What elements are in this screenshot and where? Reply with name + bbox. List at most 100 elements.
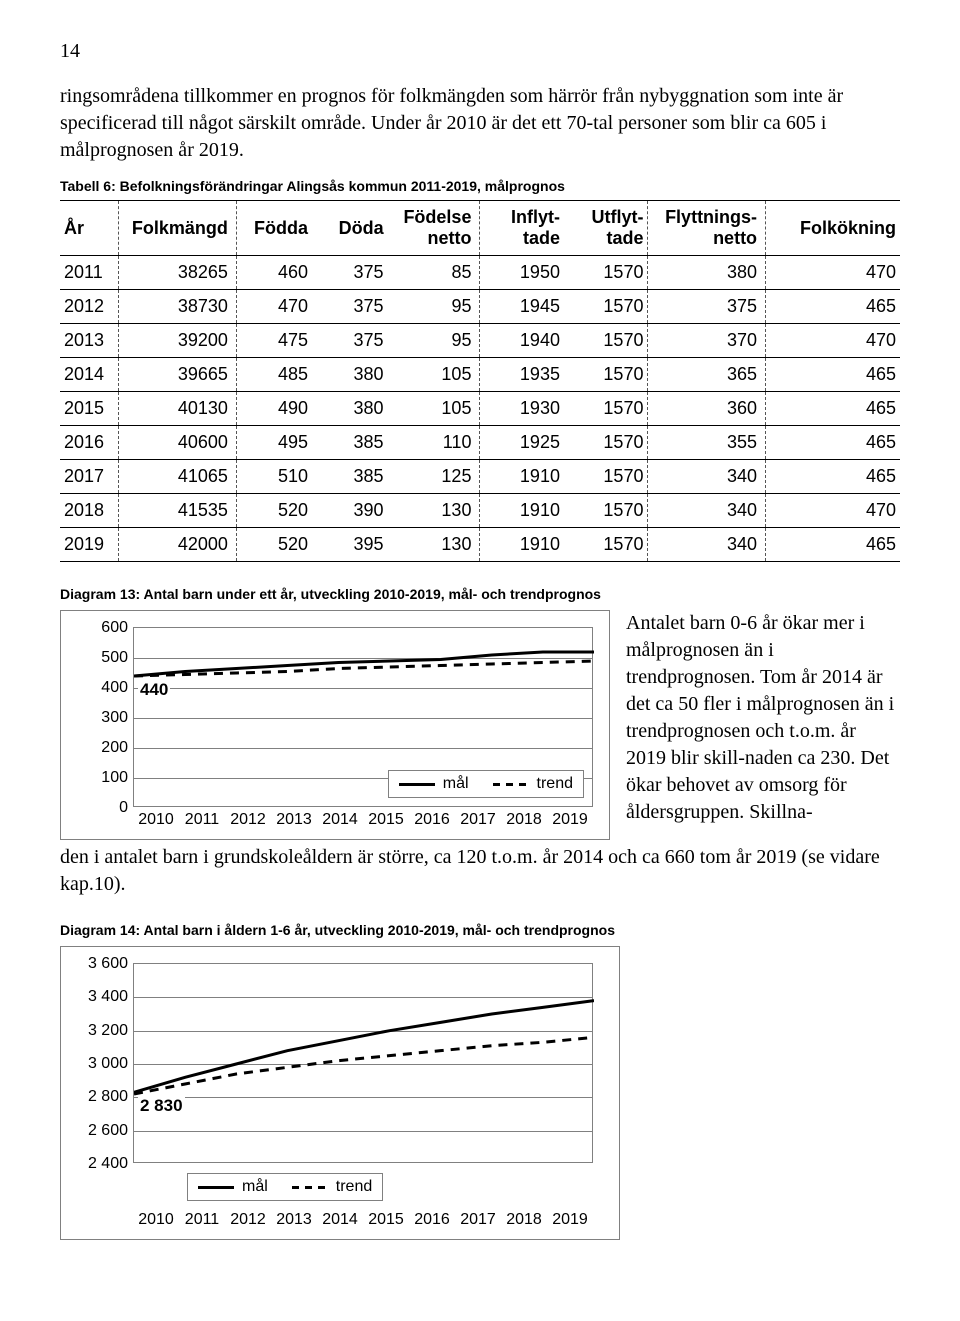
y-tick-label: 3 000 [88,1055,128,1073]
col-folkmangd: Folkmängd [119,201,237,256]
legend-swatch [292,1186,328,1189]
chart13-box: 0100200300400500600440måltrend2010201120… [60,610,610,840]
x-tick-label: 2014 [317,811,363,829]
continuation-paragraph: den i antalet barn i grundskoleåldern är… [60,844,900,898]
table-cell: 340 [648,460,766,494]
col-doda: Döda [312,201,388,256]
x-tick-label: 2018 [501,1211,547,1229]
table-cell: 385 [312,460,388,494]
table-cell: 495 [236,426,312,460]
table-cell: 2017 [60,460,119,494]
table-cell: 370 [648,324,766,358]
table-cell: 390 [312,494,388,528]
table-cell: 395 [312,528,388,562]
table-cell: 1950 [480,256,564,290]
x-tick-label: 2016 [409,1211,455,1229]
table-row: 2013392004753759519401570370470 [60,324,900,358]
chart-legend: mål trend [388,770,584,798]
table-cell: 380 [312,392,388,426]
x-tick-label: 2019 [547,1211,593,1229]
table-cell: 85 [388,256,480,290]
table-cell: 520 [236,494,312,528]
table-cell: 1945 [480,290,564,324]
y-tick-label: 500 [101,649,128,667]
table-cell: 1570 [564,324,648,358]
chart14-box: 2 4002 6002 8003 0003 2003 4003 6002 830… [60,946,620,1240]
col-utflyttade: Utflyt-tade [564,201,648,256]
table-cell: 1570 [564,528,648,562]
col-folkokning: Folkökning [766,201,900,256]
table-cell: 1570 [564,392,648,426]
legend-swatch [198,1186,234,1189]
legend-label: mål [242,1178,268,1196]
table-cell: 1570 [564,290,648,324]
x-tick-label: 2019 [547,811,593,829]
table-cell: 95 [388,290,480,324]
table-cell: 340 [648,528,766,562]
table-cell: 2016 [60,426,119,460]
y-tick-label: 400 [101,679,128,697]
y-tick-label: 300 [101,709,128,727]
table-cell: 465 [766,528,900,562]
legend-item: trend [292,1178,372,1196]
table-caption: Tabell 6: Befolkningsförändringar Alings… [60,178,900,194]
table-cell: 2011 [60,256,119,290]
table-cell: 2019 [60,528,119,562]
table-cell: 460 [236,256,312,290]
table-cell: 365 [648,358,766,392]
table-row: 20164060049538511019251570355465 [60,426,900,460]
col-fodda: Födda [236,201,312,256]
col-fodelsenetto: Födelse netto [388,201,480,256]
legend-item: trend [493,775,573,793]
table-cell: 105 [388,358,480,392]
table-cell: 1940 [480,324,564,358]
table-cell: 470 [236,290,312,324]
x-tick-label: 2013 [271,811,317,829]
y-tick-label: 100 [101,769,128,787]
y-tick-label: 600 [101,619,128,637]
x-tick-label: 2012 [225,811,271,829]
table-cell: 385 [312,426,388,460]
side-commentary: Antalet barn 0-6 år ökar mer i målprogno… [626,610,900,826]
x-tick-label: 2014 [317,1211,363,1229]
x-tick-label: 2015 [363,811,409,829]
table-cell: 38265 [119,256,237,290]
table-cell: 95 [388,324,480,358]
table-row: 2012387304703759519451570375465 [60,290,900,324]
table-row: 20194200052039513019101570340465 [60,528,900,562]
x-tick-label: 2018 [501,811,547,829]
table-header-row: År Folkmängd Födda Döda Födelse netto In… [60,201,900,256]
table-cell: 1570 [564,426,648,460]
table-cell: 42000 [119,528,237,562]
first-value-label: 2 830 [138,1096,185,1116]
y-tick-label: 3 200 [88,1022,128,1040]
table-cell: 1910 [480,494,564,528]
x-tick-label: 2017 [455,1211,501,1229]
table-cell: 510 [236,460,312,494]
table-row: 2011382654603758519501570380470 [60,256,900,290]
x-tick-label: 2016 [409,811,455,829]
x-tick-label: 2012 [225,1211,271,1229]
table-cell: 355 [648,426,766,460]
table-cell: 380 [648,256,766,290]
table-cell: 465 [766,426,900,460]
table-cell: 39665 [119,358,237,392]
table-cell: 38730 [119,290,237,324]
x-tick-label: 2010 [133,811,179,829]
y-tick-label: 2 600 [88,1122,128,1140]
table-cell: 470 [766,256,900,290]
table-cell: 125 [388,460,480,494]
legend-item: mål [198,1178,268,1196]
legend-swatch [399,783,435,786]
x-tick-label: 2011 [179,811,225,829]
table-cell: 485 [236,358,312,392]
table-row: 20143966548538010519351570365465 [60,358,900,392]
table-cell: 40130 [119,392,237,426]
table-cell: 2018 [60,494,119,528]
table-cell: 520 [236,528,312,562]
legend-item: mål [399,775,469,793]
x-tick-label: 2015 [363,1211,409,1229]
table-cell: 1570 [564,256,648,290]
table-cell: 41065 [119,460,237,494]
y-tick-label: 0 [119,799,128,817]
